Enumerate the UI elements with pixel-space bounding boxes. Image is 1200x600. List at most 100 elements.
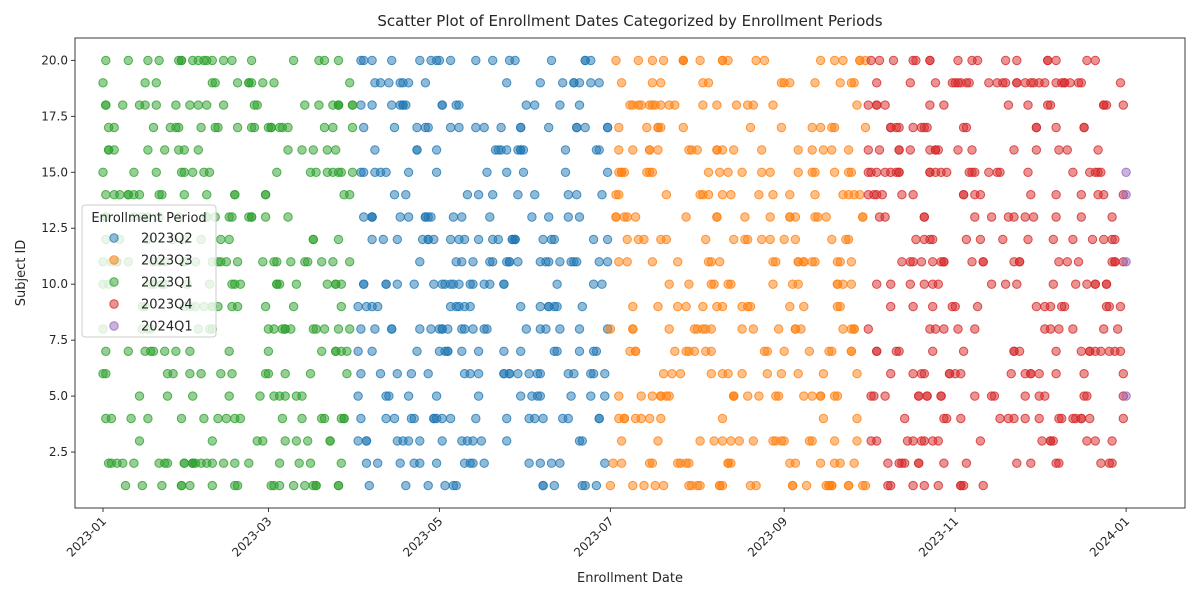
data-point: [535, 369, 545, 379]
data-point: [628, 301, 638, 312]
data-point: [516, 122, 526, 133]
data-point: [485, 279, 495, 289]
data-point: [1110, 346, 1120, 356]
data-point: [395, 458, 405, 468]
data-point: [919, 480, 929, 491]
data-point: [218, 100, 229, 110]
data-point: [600, 458, 610, 468]
x-tick-label: 2024-01: [1087, 514, 1132, 559]
data-point: [555, 100, 565, 110]
data-point: [317, 346, 327, 356]
data-point: [328, 100, 338, 110]
data-point: [176, 55, 187, 66]
data-point: [367, 301, 377, 312]
data-point: [827, 234, 837, 245]
data-point: [829, 391, 840, 401]
data-point: [552, 346, 562, 356]
data-point: [972, 301, 983, 312]
data-point: [863, 145, 873, 155]
data-point: [398, 100, 408, 110]
data-point: [101, 413, 111, 424]
data-point: [148, 346, 159, 356]
data-point: [978, 257, 988, 267]
data-point: [283, 212, 293, 222]
data-point: [975, 234, 986, 245]
y-tick-label: 10.0: [41, 277, 68, 291]
data-point: [392, 234, 402, 245]
data-point: [98, 167, 108, 178]
data-point: [894, 145, 904, 155]
data-point: [134, 391, 145, 401]
data-point: [594, 413, 604, 424]
data-point: [656, 234, 666, 245]
data-point: [319, 122, 330, 133]
data-point: [709, 436, 719, 446]
data-point: [636, 391, 646, 401]
data-point: [779, 436, 789, 446]
data-point: [1101, 301, 1112, 312]
data-point: [897, 257, 907, 267]
data-point: [303, 257, 313, 267]
data-point: [577, 480, 587, 491]
data-point: [1076, 212, 1087, 222]
data-point: [325, 436, 335, 446]
data-point: [737, 369, 747, 379]
data-point: [563, 212, 573, 222]
data-point: [908, 190, 918, 200]
data-point: [137, 480, 148, 491]
legend-label: 2023Q2: [141, 232, 193, 247]
data-point: [656, 78, 666, 88]
data-point: [765, 167, 775, 178]
data-point: [765, 212, 775, 222]
data-point: [625, 100, 635, 110]
legend-label: 2024Q1: [141, 320, 193, 335]
data-point: [681, 301, 691, 312]
data-point: [925, 234, 935, 245]
data-point: [1000, 78, 1011, 88]
data-point: [347, 167, 358, 178]
data-point: [765, 234, 775, 245]
data-point: [188, 391, 198, 401]
data-point: [544, 122, 554, 133]
data-point: [353, 391, 363, 401]
data-point: [224, 234, 234, 245]
data-point: [1045, 436, 1056, 446]
data-point: [908, 436, 918, 446]
data-point: [188, 167, 198, 178]
data-point: [1020, 212, 1030, 222]
data-point: [986, 391, 997, 401]
data-point: [673, 301, 683, 312]
data-point: [616, 436, 627, 446]
data-point: [196, 122, 206, 133]
data-point: [471, 413, 481, 424]
data-point: [580, 55, 590, 66]
data-point: [967, 55, 977, 66]
data-point: [356, 369, 366, 379]
data-point: [670, 346, 680, 356]
data-point: [1096, 346, 1106, 356]
data-point: [793, 145, 803, 155]
data-point: [367, 100, 377, 110]
data-point: [185, 100, 195, 110]
data-point: [459, 324, 470, 334]
data-point: [300, 480, 310, 491]
data-point: [762, 346, 772, 356]
data-point: [516, 391, 526, 401]
data-point: [319, 413, 330, 424]
data-point: [415, 324, 425, 334]
data-point: [218, 458, 229, 468]
data-point: [1076, 190, 1087, 200]
data-point: [1045, 100, 1056, 110]
data-point: [420, 78, 431, 88]
data-point: [176, 480, 187, 491]
data-point: [199, 167, 209, 178]
data-point: [908, 369, 918, 379]
data-point: [852, 436, 862, 446]
data-point: [689, 346, 700, 356]
data-point: [319, 55, 330, 66]
data-point: [790, 458, 801, 468]
data-point: [196, 458, 206, 468]
data-point: [815, 458, 826, 468]
data-point: [437, 100, 447, 110]
data-point: [516, 301, 526, 312]
